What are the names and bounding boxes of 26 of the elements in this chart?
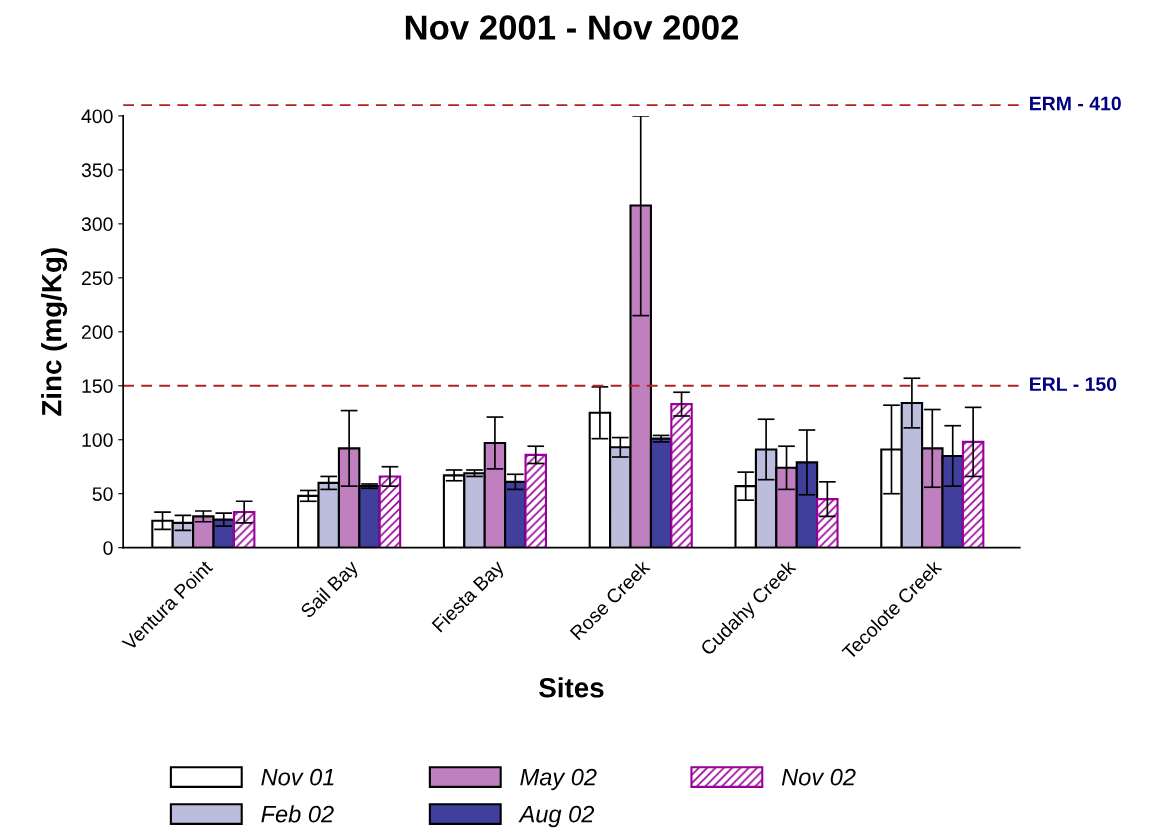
legend-label: Aug 02: [518, 805, 595, 828]
ref-line-label: ERM - 410: [1030, 96, 1121, 111]
y-tick-label: 250: [81, 271, 113, 286]
y-tick-label: 200: [81, 325, 113, 340]
y-tick-label: 100: [82, 433, 113, 447]
y-tick-label: 400: [81, 109, 113, 124]
bar: [816, 498, 839, 548]
legend-label: Nov 02: [781, 768, 856, 786]
y-tick-label: 0: [103, 541, 113, 555]
y-axis-title: Zinc (mg/Kg): [41, 248, 68, 416]
bar: [670, 403, 693, 548]
bar: [378, 475, 402, 548]
chart-title: Nov 2001 - Nov 2002: [405, 15, 739, 40]
legend-label: Nov 01: [261, 768, 334, 786]
y-tick-label: 350: [81, 163, 113, 178]
bar: [524, 453, 547, 548]
bar: [232, 511, 256, 548]
legend-label: Feb 02: [261, 805, 334, 823]
legend-label: May 02: [520, 768, 597, 791]
y-tick-label: 50: [92, 487, 113, 501]
ref-line-label: ERL - 150: [1030, 377, 1117, 391]
x-tick-label: Sail Bay: [299, 558, 362, 622]
y-tick-label: 150: [82, 379, 113, 394]
x-axis-title: Sites: [539, 677, 604, 698]
bar: [961, 440, 985, 548]
y-tick-label: 300: [81, 217, 113, 232]
